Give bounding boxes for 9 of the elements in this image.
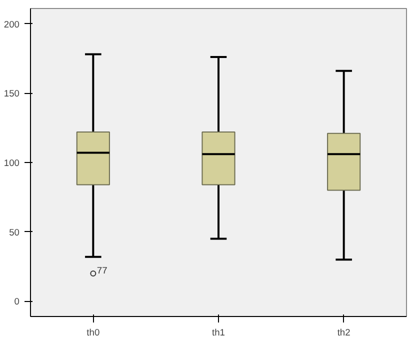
x-tick-label: th0: [86, 328, 100, 338]
y-tick-label: 200: [4, 19, 20, 30]
y-tick-label: 100: [4, 158, 20, 168]
x-tick-label: th1: [212, 328, 225, 338]
x-tick-label: th2: [337, 328, 350, 338]
annotation: 77: [96, 265, 108, 276]
y-tick-label: 150: [4, 88, 20, 99]
y-tick-label: 50: [9, 227, 20, 238]
y-tick-label: 0: [14, 296, 20, 307]
